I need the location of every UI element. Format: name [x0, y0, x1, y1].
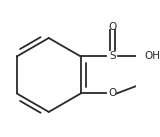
Text: OH: OH	[144, 52, 160, 62]
Text: S: S	[109, 52, 116, 62]
Text: O: O	[108, 89, 116, 99]
Text: O: O	[108, 22, 116, 32]
